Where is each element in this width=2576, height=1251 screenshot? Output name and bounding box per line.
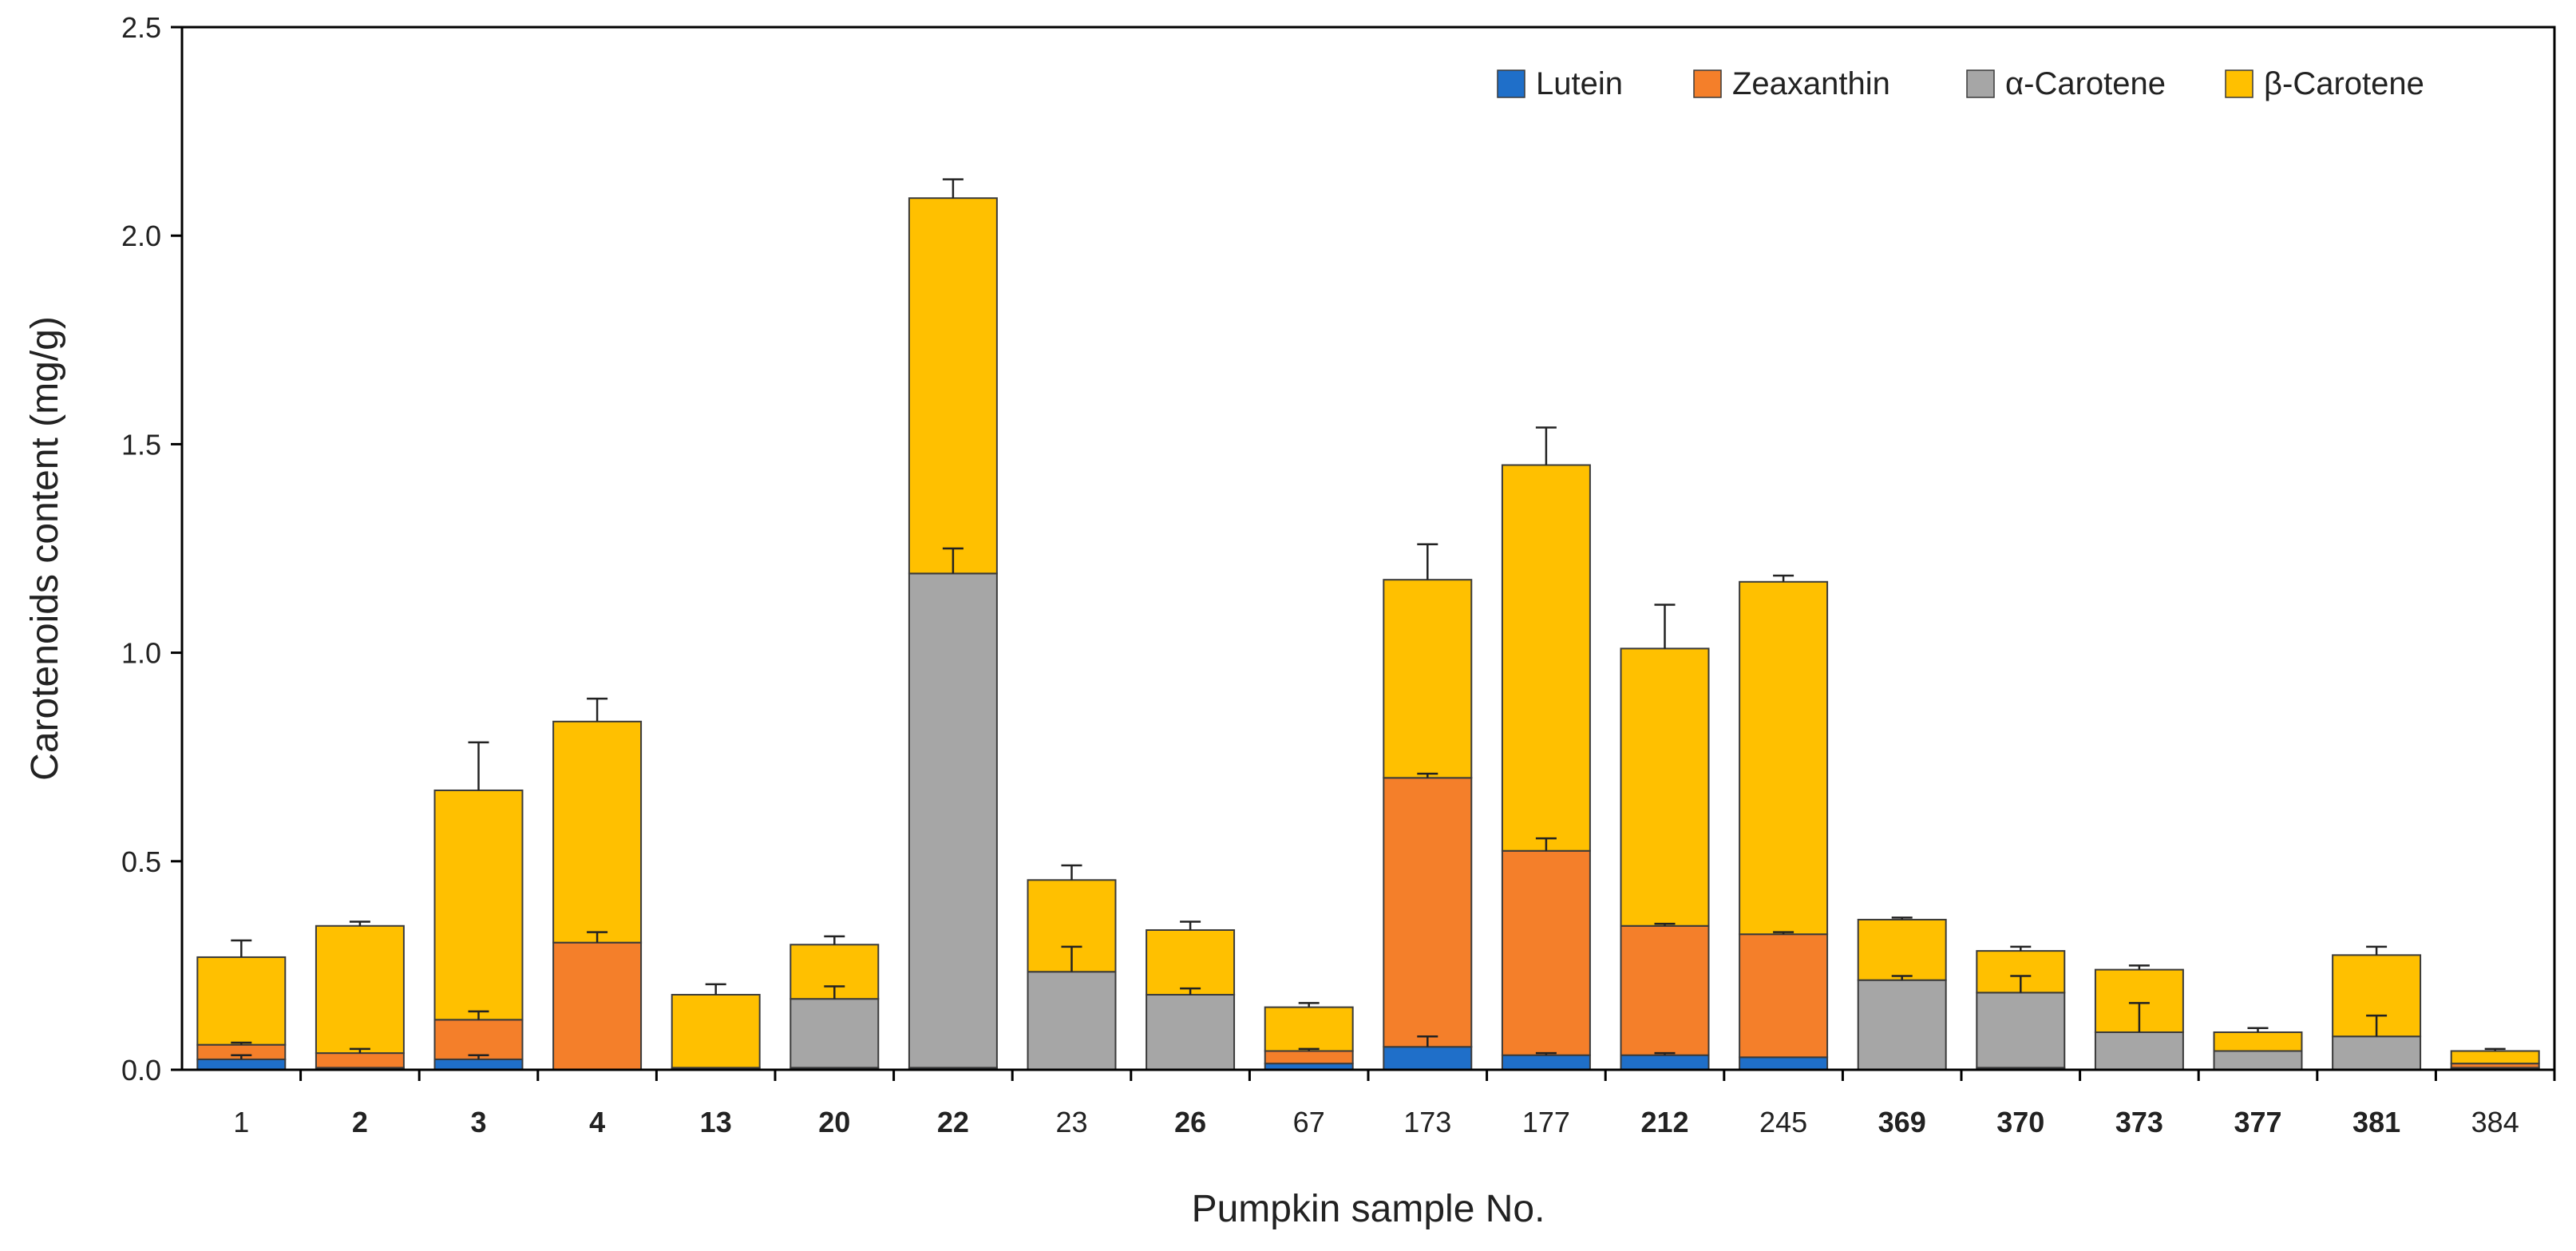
bar-segment--carotene-377 (2213, 1031, 2303, 1052)
bar-segment-zeaxanthin-3 (433, 1019, 524, 1060)
x-tick-label-381: 381 (2352, 1106, 2400, 1138)
x-tick-label-377: 377 (2234, 1106, 2281, 1138)
bar-segment--carotene-22 (908, 197, 998, 575)
bar-segment--carotene-384 (2450, 1050, 2540, 1065)
legend-item--carotene: β-Carotene (2225, 66, 2424, 101)
legend-swatch (1693, 69, 1722, 98)
legend-label: Zeaxanthin (1732, 66, 1890, 101)
y-axis: 0.0 0.5 1.0 1.5 2.0 2.5 (121, 11, 182, 1087)
bar-segment-lutein-173 (1383, 1046, 1473, 1071)
bar-segment-zeaxanthin-177 (1501, 849, 1591, 1056)
legend-swatch (1497, 69, 1525, 98)
legend-label: Lutein (1536, 66, 1623, 101)
error-bars-layer (231, 178, 2506, 1059)
x-tick-label-177: 177 (1522, 1106, 1570, 1138)
bar-segment--carotene-23 (1027, 971, 1117, 1071)
x-tick-label-20: 20 (818, 1106, 850, 1138)
bar-segment-zeaxanthin-173 (1383, 777, 1473, 1048)
bar-segment-lutein-212 (1620, 1054, 1710, 1071)
bar-segment--carotene-13 (671, 993, 761, 1069)
bar-segment-zeaxanthin-212 (1620, 924, 1710, 1056)
x-tick-label-373: 373 (2115, 1106, 2163, 1138)
y-tick-label: 1.0 (121, 637, 161, 670)
y-tick-label: 2.0 (121, 220, 161, 252)
legend-item--carotene: α-Carotene (1966, 66, 2166, 101)
x-axis: 1 2 3 4 13 20 22 23 26 67 173 177 212 245 369 370 373 377… (233, 1070, 2556, 1138)
x-tick-label-384: 384 (2471, 1106, 2519, 1138)
x-tick-label-173: 173 (1403, 1106, 1451, 1138)
bar-segment--carotene-381 (2332, 1035, 2422, 1071)
legend-item-lutein: Lutein (1497, 66, 1623, 101)
bar-segment-zeaxanthin-2 (315, 1052, 405, 1069)
bars-layer (196, 197, 2540, 1071)
x-tick-label-4: 4 (589, 1106, 605, 1138)
bar-segment--carotene-67 (1264, 1006, 1354, 1052)
bar-segment-lutein-245 (1739, 1056, 1829, 1071)
bar-segment-zeaxanthin-4 (552, 941, 643, 1071)
bar-segment-zeaxanthin-245 (1739, 933, 1829, 1059)
x-tick-label-67: 67 (1293, 1106, 1325, 1138)
x-tick-label-245: 245 (1759, 1106, 1807, 1138)
legend: Lutein Zeaxanthin α-Carotene β-Carotene (1497, 66, 2424, 101)
bar-segment--carotene-26 (1146, 993, 1236, 1071)
plot-frame (180, 26, 2556, 1071)
x-axis-title: Pumpkin sample No. (1192, 1188, 1545, 1230)
y-tick-label: 0.0 (121, 1054, 161, 1087)
legend-label: α-Carotene (2005, 66, 2166, 101)
x-tick-label-2: 2 (352, 1106, 368, 1138)
bar-segment--carotene-369 (1857, 918, 1947, 981)
x-tick-label-3: 3 (470, 1106, 486, 1138)
bar-segment--carotene-369 (1857, 979, 1947, 1071)
y-tick-label: 2.5 (121, 11, 161, 44)
bar-segment-zeaxanthin-67 (1264, 1050, 1354, 1065)
legend-label: β-Carotene (2264, 66, 2424, 101)
bar-segment--carotene-2 (315, 924, 405, 1055)
bar-segment--carotene-370 (1976, 992, 2066, 1069)
legend-swatch (1966, 69, 1995, 98)
bar-segment--carotene-1 (196, 956, 287, 1046)
x-tick-label-212: 212 (1640, 1106, 1688, 1138)
bar-segment--carotene-173 (1383, 579, 1473, 779)
bar-segment-lutein-3 (433, 1058, 524, 1071)
bar-segment--carotene-22 (908, 572, 998, 1069)
bar-segment--carotene-20 (789, 998, 880, 1069)
bar-segment--carotene-177 (1501, 464, 1591, 852)
legend-swatch (2225, 69, 2254, 98)
y-axis-title: Carotenoids content (mg/g) (24, 316, 66, 781)
bar-segment--carotene-245 (1739, 580, 1829, 936)
x-tick-label-369: 369 (1878, 1106, 1926, 1138)
x-tick-label-370: 370 (1996, 1106, 2044, 1138)
x-tick-label-22: 22 (937, 1106, 969, 1138)
bar-segment--carotene-26 (1146, 928, 1236, 996)
bar-segment--carotene-212 (1620, 647, 1710, 927)
y-tick-label: 0.5 (121, 845, 161, 878)
bar-segment--carotene-3 (433, 789, 524, 1021)
bar-segment--carotene-373 (2094, 1031, 2184, 1071)
bar-segment-lutein-1 (196, 1058, 287, 1071)
legend-item-zeaxanthin: Zeaxanthin (1693, 66, 1890, 101)
y-tick-label: 1.5 (121, 428, 161, 461)
bar-segment--carotene-377 (2213, 1050, 2303, 1071)
x-tick-label-23: 23 (1055, 1106, 1087, 1138)
bar-segment--carotene-4 (552, 720, 643, 944)
x-tick-label-13: 13 (700, 1106, 732, 1138)
x-tick-label-1: 1 (233, 1106, 249, 1138)
bar-segment-lutein-177 (1501, 1054, 1591, 1071)
x-tick-label-26: 26 (1174, 1106, 1206, 1138)
